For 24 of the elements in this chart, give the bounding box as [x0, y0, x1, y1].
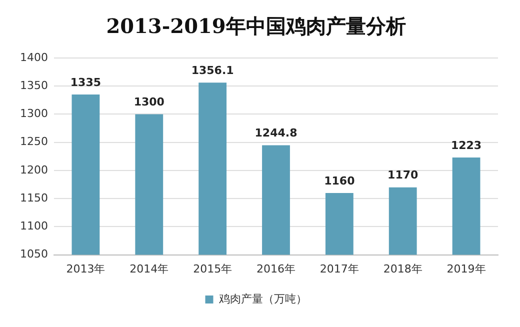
y-tick-label: 1300: [20, 107, 48, 120]
y-tick-label: 1100: [20, 220, 48, 233]
y-tick-label: 1400: [20, 50, 48, 64]
y-tick-label: 1200: [20, 163, 48, 176]
y-tick-label: 1250: [20, 135, 48, 148]
x-tick-label: 2019年: [446, 262, 486, 276]
legend-label: 鸡肉产量（万吨）: [218, 292, 307, 306]
y-tick-label: 1150: [20, 191, 48, 204]
chart-title: 2013-2019年中国鸡肉产量分析: [106, 14, 406, 38]
x-tick-label: 2013年: [66, 262, 106, 276]
y-tick-label: 1350: [20, 78, 48, 92]
data-label: 1335: [70, 76, 102, 89]
data-label: 1223: [450, 138, 482, 152]
x-tick-label: 2016年: [256, 262, 296, 276]
data-label: 1160: [324, 174, 356, 188]
x-tick-label: 2018年: [383, 262, 422, 276]
data-label: 1170: [388, 168, 419, 182]
data-label: 1244.8: [254, 126, 298, 140]
data-label: 1300: [134, 96, 165, 109]
y-tick-label: 1050: [20, 248, 48, 261]
x-tick-label: 2014年: [130, 262, 169, 276]
x-tick-label: 2015年: [193, 262, 232, 276]
x-tick-label: 2017年: [320, 262, 359, 276]
data-label: 1356.1: [191, 64, 234, 78]
